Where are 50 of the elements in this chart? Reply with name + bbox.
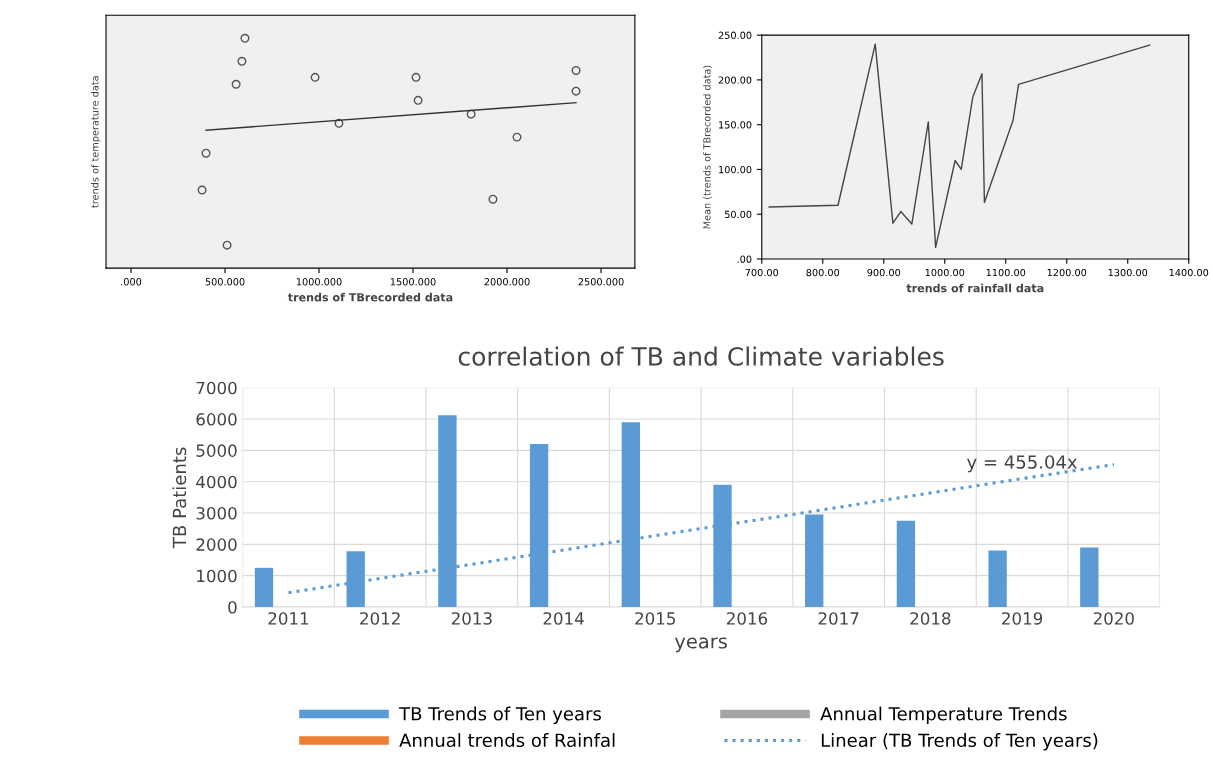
x-tick-label: 2011 — [268, 612, 309, 625]
x-axis-title: years — [674, 637, 727, 653]
y-axis-title: trends of temperature data — [91, 76, 101, 208]
y-tick-label: 50.00 — [724, 210, 752, 219]
y-tick-label: 100.00 — [719, 165, 752, 174]
x-tick-label: 2000.000 — [484, 278, 530, 286]
x-axis-title: trends of rainfall data — [906, 283, 1044, 293]
y-tick-label: 4000 — [196, 475, 237, 489]
y-tick-label: 3000 — [196, 506, 237, 520]
y-tick-label: 200.00 — [718, 76, 752, 84]
y-tick-label: 250.00 — [718, 31, 752, 39]
y-tick-label: 0 — [228, 600, 237, 614]
y-tick-label: .00 — [737, 255, 752, 263]
x-tick-label: 1000.00 — [925, 268, 965, 277]
y-tick-label: 150.00 — [719, 121, 752, 129]
y-tick-label: 5000 — [196, 444, 237, 457]
legend-label: TB Trends of Ten years — [399, 706, 601, 725]
x-tick-label: 1300.00 — [1108, 268, 1148, 277]
x-tick-label: 1200.00 — [1047, 268, 1087, 277]
legend-label: Annual Temperature Trends — [820, 706, 1067, 725]
x-tick-label: 2020 — [1093, 612, 1134, 625]
annotation: y = 455.04x — [967, 455, 1078, 473]
legend-label: Linear (TB Trends of Ten years) — [821, 733, 1098, 751]
y-tick-label: 6000 — [196, 413, 237, 426]
legend-label: Annual trends of Rainfal — [399, 733, 615, 748]
x-tick-label: 500.000 — [205, 278, 245, 286]
x-tick-label: 1500.000 — [390, 278, 436, 286]
x-tick-label: 700.00 — [745, 268, 779, 277]
x-tick-label: 2012 — [360, 612, 400, 625]
x-tick-label: 2015 — [635, 612, 676, 625]
y-tick-label: 2000 — [196, 538, 237, 551]
x-tick-label: 2013 — [451, 612, 492, 625]
x-tick-label: 2016 — [726, 612, 768, 625]
x-axis-title: trends of TBrecorded data — [287, 292, 453, 302]
x-tick-label: .000 — [121, 278, 142, 286]
x-tick-label: 2018 — [910, 612, 951, 625]
x-tick-label: 1400.00 — [1169, 268, 1209, 277]
y-axis-title: TB Patients — [172, 447, 187, 549]
x-tick-label: 2017 — [818, 612, 859, 625]
x-tick-label: 2019 — [1002, 612, 1043, 625]
y-tick-label: 7000 — [196, 381, 237, 395]
y-axis-title: Mean (trends of TBrecorded data) — [703, 65, 712, 229]
x-tick-label: 1100.00 — [986, 268, 1026, 277]
x-tick-label: 900.00 — [867, 268, 901, 277]
x-tick-label: 2500.000 — [578, 278, 624, 286]
x-tick-label: 2014 — [543, 612, 584, 625]
y-tick-label: 1000 — [197, 569, 237, 583]
x-tick-label: 800.00 — [806, 268, 840, 277]
chart-title: correlation of TB and Climate variables — [458, 346, 944, 366]
x-tick-label: 1000.000 — [296, 278, 342, 286]
